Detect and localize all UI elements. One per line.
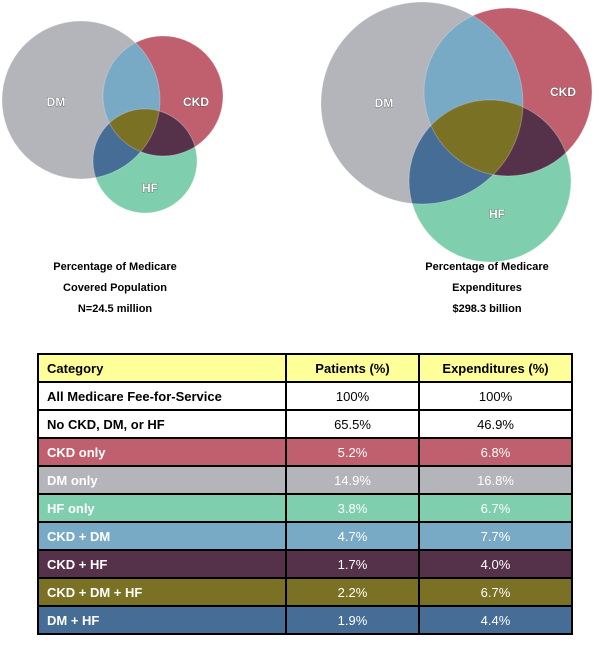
table-header-row: Category Patients (%) Expenditures (%)	[37, 353, 573, 383]
category-table: Category Patients (%) Expenditures (%) A…	[37, 353, 573, 635]
table-row: No CKD, DM, or HF 65.5% 46.9%	[37, 409, 573, 439]
row-expenditures: 6.8%	[418, 437, 573, 467]
row-category: DM only	[37, 465, 287, 495]
row-category: HF only	[37, 493, 287, 523]
left-caption-line-2: Covered Population	[63, 282, 167, 294]
venn-right: DM CKD HF	[320, 1, 593, 263]
row-category: All Medicare Fee-for-Service	[37, 381, 287, 411]
header-patients: Patients (%)	[285, 353, 420, 383]
table-row: DM only 14.9% 16.8%	[37, 465, 573, 495]
venn-left-all-region	[103, 109, 160, 156]
right-caption-line-1: Percentage of Medicare	[425, 261, 549, 273]
row-patients: 65.5%	[285, 409, 420, 439]
venn-right-all-region	[424, 100, 523, 176]
table-row: CKD + DM 4.7% 7.7%	[37, 521, 573, 551]
row-expenditures: 4.4%	[418, 605, 573, 635]
table-row: All Medicare Fee-for-Service 100% 100%	[37, 381, 573, 411]
header-category: Category	[37, 353, 287, 383]
row-expenditures: 46.9%	[418, 409, 573, 439]
left-caption-line-3: N=24.5 million	[77, 303, 153, 315]
table-row: DM + HF 1.9% 4.4%	[37, 605, 573, 635]
right-caption: Percentage of Medicare Expenditures $298…	[387, 257, 587, 320]
row-expenditures: 6.7%	[418, 493, 573, 523]
venn-left-hf-label: HF	[142, 181, 158, 195]
row-category: No CKD, DM, or HF	[37, 409, 287, 439]
left-caption-line-1: Percentage of Medicare	[53, 261, 177, 273]
venn-right-ckd-label: CKD	[550, 85, 576, 99]
row-category: CKD + HF	[37, 549, 287, 579]
header-expenditures: Expenditures (%)	[418, 353, 573, 383]
row-patients: 4.7%	[285, 521, 420, 551]
row-expenditures: 6.7%	[418, 577, 573, 607]
row-patients: 5.2%	[285, 437, 420, 467]
row-expenditures: 100%	[418, 381, 573, 411]
row-patients: 1.9%	[285, 605, 420, 635]
table-row: HF only 3.8% 6.7%	[37, 493, 573, 523]
row-patients: 14.9%	[285, 465, 420, 495]
row-expenditures: 16.8%	[418, 465, 573, 495]
venn-right-dm-label: DM	[375, 96, 394, 110]
table-row: CKD + HF 1.7% 4.0%	[37, 549, 573, 579]
venn-left-ckd-label: CKD	[183, 95, 209, 109]
venn-diagrams: DM CKD HF DM CKD HF	[1, 1, 593, 263]
right-caption-line-3: $298.3 billion	[452, 303, 522, 315]
left-caption: Percentage of Medicare Covered Populatio…	[15, 257, 215, 320]
table-row: CKD only 5.2% 6.8%	[37, 437, 573, 467]
row-category: CKD + DM	[37, 521, 287, 551]
row-category: CKD + DM + HF	[37, 577, 287, 607]
row-patients: 100%	[285, 381, 420, 411]
row-patients: 1.7%	[285, 549, 420, 579]
row-expenditures: 4.0%	[418, 549, 573, 579]
venn-left: DM CKD HF	[1, 20, 224, 214]
row-patients: 3.8%	[285, 493, 420, 523]
table-body: All Medicare Fee-for-Service 100% 100% No C…	[37, 381, 573, 635]
right-caption-line-2: Expenditures	[452, 282, 522, 294]
row-expenditures: 7.7%	[418, 521, 573, 551]
venn-left-dm-label: DM	[47, 95, 66, 109]
row-patients: 2.2%	[285, 577, 420, 607]
venn-right-hf-label: HF	[489, 207, 505, 221]
row-category: DM + HF	[37, 605, 287, 635]
table-row: CKD + DM + HF 2.2% 6.7%	[37, 577, 573, 607]
row-category: CKD only	[37, 437, 287, 467]
